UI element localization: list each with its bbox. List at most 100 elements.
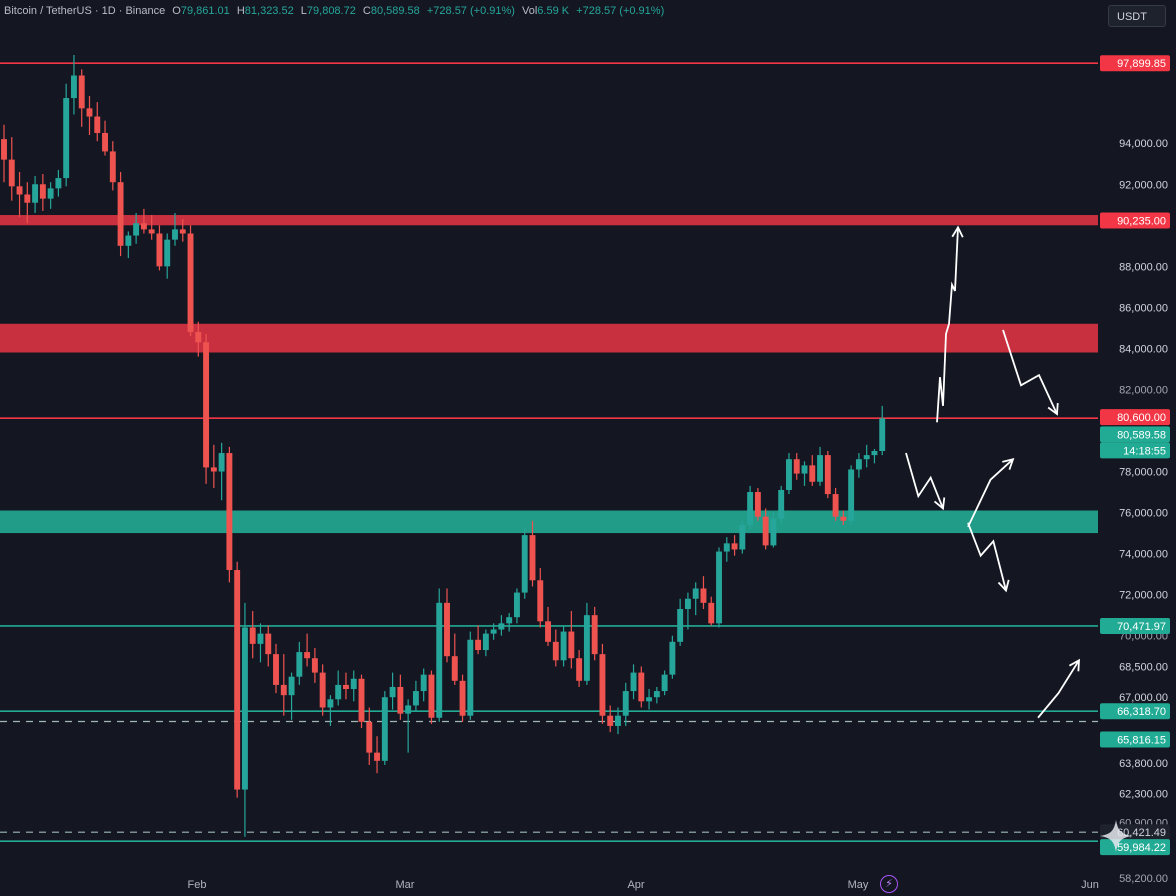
- price-badge: 90,235.00: [1117, 215, 1166, 227]
- candle-body: [234, 570, 241, 790]
- candle-body: [436, 602, 443, 718]
- candle-body: [94, 116, 101, 133]
- candle-body: [148, 229, 155, 234]
- open-key: O: [172, 5, 181, 17]
- close-value: 80,589.58: [370, 5, 420, 17]
- candle-body: [156, 233, 163, 267]
- candle-body: [78, 75, 85, 109]
- candle-body: [187, 233, 194, 332]
- candle-body: [311, 658, 318, 673]
- projection-arrow: [1002, 329, 1058, 415]
- legend-header: Bitcoin / TetherUS · 1D · Binance O79,86…: [4, 5, 668, 17]
- price-tick-label: 67,000.00: [1119, 692, 1168, 704]
- candle-body: [832, 494, 839, 517]
- high-key: H: [236, 5, 245, 17]
- candle-body: [257, 633, 264, 644]
- currency-selector[interactable]: USDT: [1108, 5, 1166, 27]
- countdown-badge: 14:18:55: [1123, 445, 1166, 457]
- candle-body: [117, 182, 124, 246]
- candle-body: [335, 684, 342, 700]
- candle-body: [327, 699, 334, 708]
- candle-body: [218, 453, 225, 472]
- candle-body: [677, 608, 684, 642]
- last-price-badge-bg: [1100, 426, 1170, 443]
- price-tick-label: 72,000.00: [1119, 590, 1168, 602]
- candle-body: [708, 602, 715, 624]
- candle-body: [770, 518, 777, 546]
- candle-body: [513, 592, 520, 618]
- projection-arrowhead: [951, 225, 964, 238]
- candle-body: [591, 615, 598, 655]
- price-badge-bg: [1100, 409, 1170, 426]
- candle-body: [630, 672, 637, 692]
- sparkle-icon: [1100, 820, 1132, 852]
- price-tick-label: 62,300.00: [1119, 789, 1168, 801]
- candle-body: [576, 658, 583, 681]
- candle-body: [521, 535, 528, 593]
- price-badge-bg: [1100, 703, 1170, 720]
- candle-body: [793, 459, 800, 474]
- candle-body: [848, 469, 855, 521]
- time-axis-layer: Feb Mar Apr May Jun: [188, 879, 1099, 891]
- projection-arrow: [967, 458, 1014, 528]
- candles-layer: [1, 54, 886, 837]
- candle-body: [778, 489, 785, 519]
- projection-arrow: [1037, 659, 1080, 719]
- candle-body: [226, 453, 233, 571]
- projection-arrowhead: [933, 497, 946, 511]
- candle-body: [490, 629, 497, 634]
- candle-body: [840, 516, 847, 521]
- candle-body: [241, 627, 248, 790]
- high-value: 81,323.52: [244, 5, 294, 17]
- symbol-label[interactable]: Bitcoin / TetherUS · 1D · Binance: [4, 5, 166, 17]
- candle-body: [552, 641, 559, 661]
- lightning-icon[interactable]: ⚡: [880, 875, 898, 893]
- candle-body: [879, 418, 886, 451]
- candle-body: [451, 656, 458, 681]
- candle-body: [397, 686, 404, 714]
- candle-body: [288, 676, 295, 696]
- candle-body: [125, 235, 132, 246]
- candle-body: [296, 652, 303, 677]
- candle-body: [482, 633, 489, 651]
- candle-body: [731, 543, 738, 550]
- candle-body: [568, 631, 575, 659]
- candle-body: [607, 715, 614, 726]
- change-value: +728.57 (+0.91%): [426, 5, 515, 17]
- candle-body: [47, 188, 54, 199]
- projection-arrowhead: [1002, 457, 1015, 470]
- low-key: L: [300, 5, 307, 17]
- projection-arrow: [936, 227, 959, 423]
- price-badge-bg: [1100, 55, 1170, 72]
- candle-body: [809, 465, 816, 482]
- candle-body: [133, 223, 140, 236]
- projection-arrow: [967, 522, 1007, 591]
- price-badge-bg: [1100, 617, 1170, 634]
- candle-body: [638, 672, 645, 702]
- price-axis-layer: 94,000.00 92,000.00 88,000.00 86,000.00 84,0…: [1098, 0, 1176, 896]
- time-tick-label: Jun: [1081, 879, 1099, 891]
- resistance-zone: [0, 323, 1098, 353]
- price-tick-label: 94,000.00: [1119, 138, 1168, 150]
- support-zone: [0, 510, 1098, 534]
- candle-body: [179, 229, 186, 234]
- projection-arrow: [905, 452, 944, 509]
- candle-body: [389, 686, 396, 698]
- candle-body: [358, 678, 365, 722]
- candle-body: [599, 654, 606, 716]
- candle-body: [615, 715, 621, 726]
- price-badge: 80,600.00: [1117, 412, 1166, 424]
- candle-body: [24, 194, 31, 203]
- volume-key: Vol: [522, 5, 538, 17]
- candle-body: [684, 598, 691, 609]
- last-price-badge: 80,589.58: [1117, 429, 1166, 441]
- candle-body: [381, 697, 388, 761]
- candle-body: [420, 674, 427, 692]
- projection-arrowhead: [997, 579, 1010, 593]
- candle-body: [739, 524, 746, 550]
- price-badge: 66,318.70: [1117, 706, 1166, 718]
- candle-body: [428, 674, 435, 718]
- candle-body: [343, 684, 349, 690]
- candle-body: [374, 752, 381, 761]
